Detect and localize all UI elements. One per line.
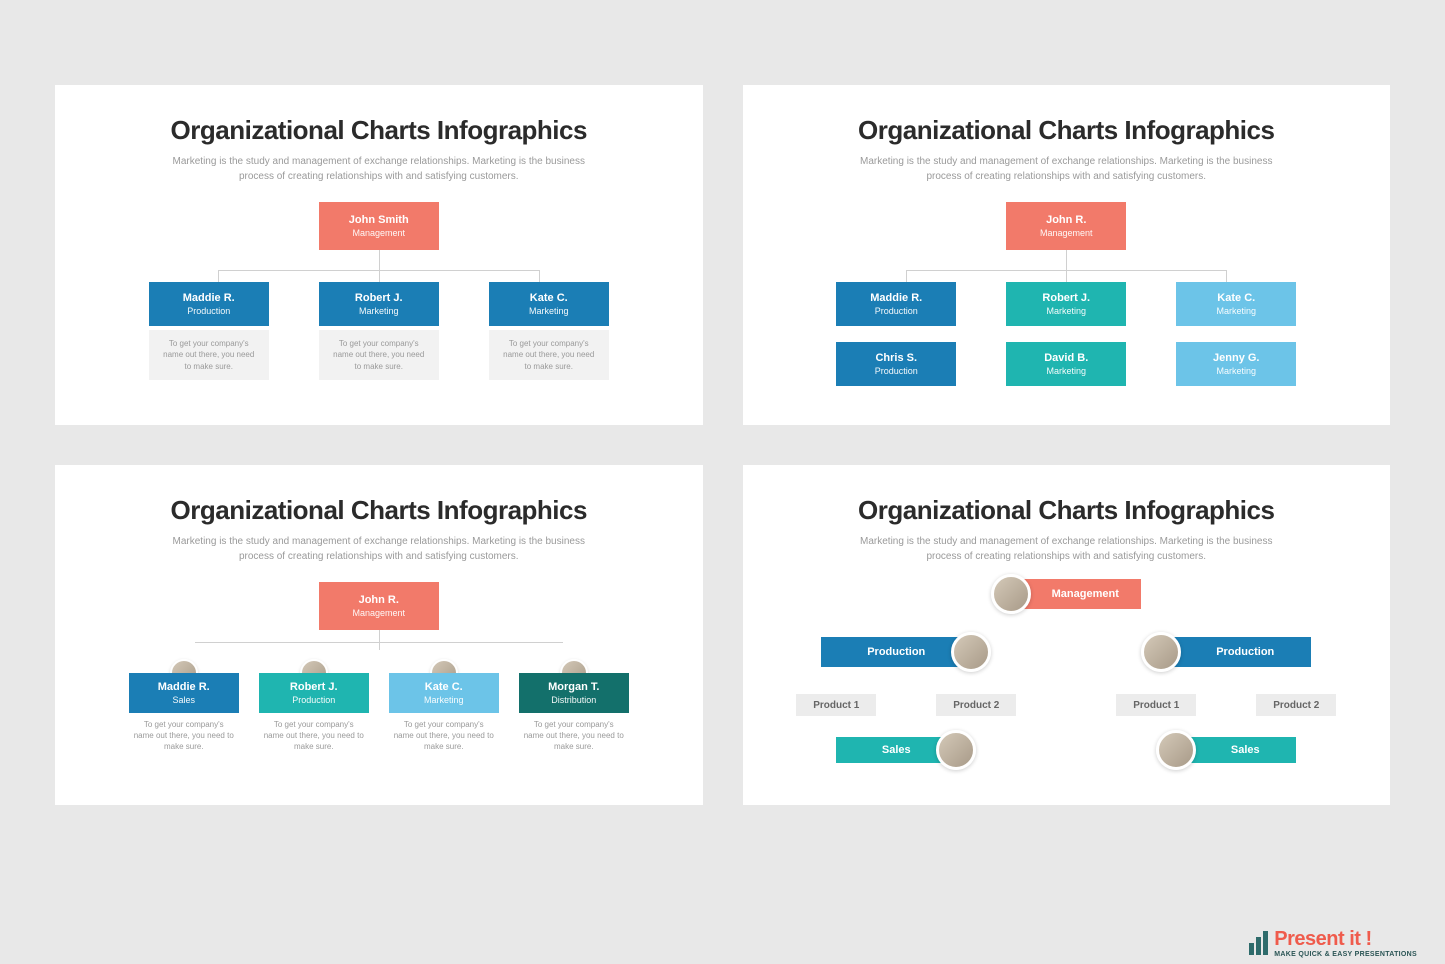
org-chart-1: John Smith Management Maddie R.Productio… <box>100 202 658 380</box>
slide-title: Organizational Charts Infographics <box>100 495 658 526</box>
avatar-icon <box>1141 632 1181 672</box>
node: David B.Marketing <box>1006 342 1126 386</box>
top-node: John R.Management <box>319 582 439 630</box>
slide-2: Organizational Charts Infographics Marke… <box>743 85 1391 425</box>
section-col: Production Product 1 Product 2 Sales <box>796 614 1016 770</box>
avatar-icon <box>936 730 976 770</box>
node-col: Kate C.Marketing To get your company's n… <box>489 282 609 380</box>
slide-title: Organizational Charts Infographics <box>788 495 1346 526</box>
logo-icon <box>1249 931 1268 955</box>
avatar-icon <box>951 632 991 672</box>
top-node: John Smith Management <box>319 202 439 250</box>
slide-title: Organizational Charts Infographics <box>100 115 658 146</box>
node-col: Robert J.Marketing To get your company's… <box>319 282 439 380</box>
org-chart-4: Management Production Product 1 Product … <box>788 574 1346 770</box>
org-chart-3: John R.Management Maddie R.SalesTo get y… <box>100 582 658 759</box>
node-col: Maddie R.Production To get your company'… <box>149 282 269 380</box>
top-node: Management <box>788 574 1346 614</box>
node-col: Robert J.ProductionTo get your company's… <box>259 644 369 759</box>
slide-subtitle: Marketing is the study and management of… <box>159 534 599 564</box>
watermark-subtitle: MAKE QUICK & EASY PRESENTATIONS <box>1274 951 1417 958</box>
watermark: Present it ! MAKE QUICK & EASY PRESENTAT… <box>1249 928 1417 958</box>
product-box: Product 1 <box>1116 694 1196 716</box>
slide-title: Organizational Charts Infographics <box>788 115 1346 146</box>
slide-subtitle: Marketing is the study and management of… <box>846 154 1286 184</box>
node: Maddie R.Production <box>836 282 956 326</box>
node: Robert J.Marketing <box>1006 282 1126 326</box>
node: Chris S.Production <box>836 342 956 386</box>
avatar-icon <box>991 574 1031 614</box>
slide-4: Organizational Charts Infographics Marke… <box>743 465 1391 805</box>
org-chart-2: John R.Management Maddie R.Production Ro… <box>788 202 1346 386</box>
product-box: Product 2 <box>936 694 1016 716</box>
avatar-icon <box>1156 730 1196 770</box>
node-col: Kate C.MarketingTo get your company's na… <box>389 644 499 759</box>
top-node: John R.Management <box>1006 202 1126 250</box>
watermark-title: Present it ! <box>1274 928 1417 951</box>
node: Jenny G.Marketing <box>1176 342 1296 386</box>
product-box: Product 1 <box>796 694 876 716</box>
slide-subtitle: Marketing is the study and management of… <box>846 534 1286 564</box>
slide-3: Organizational Charts Infographics Marke… <box>55 465 703 805</box>
product-box: Product 2 <box>1256 694 1336 716</box>
section-col: Production Product 1 Product 2 Sales <box>1116 614 1336 770</box>
node-col: Morgan T.DistributionTo get your company… <box>519 644 629 759</box>
node: Kate C.Marketing <box>1176 282 1296 326</box>
slide-1: Organizational Charts Infographics Marke… <box>55 85 703 425</box>
slide-subtitle: Marketing is the study and management of… <box>159 154 599 184</box>
node-col: Maddie R.SalesTo get your company's name… <box>129 644 239 759</box>
